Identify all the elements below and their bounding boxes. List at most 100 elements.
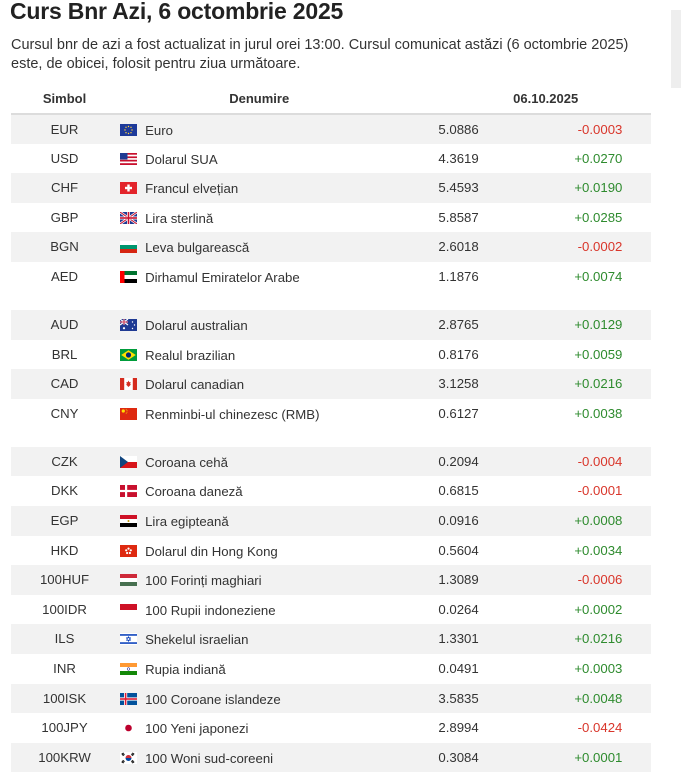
- currency-name-cell: Lira sterlină: [118, 203, 400, 233]
- currency-symbol: EUR: [11, 114, 119, 144]
- rate-cell: 0.8176 +0.0059: [400, 340, 651, 370]
- header-date[interactable]: 06.10.2025: [400, 84, 651, 115]
- rate-cell: 0.2094 -0.0004: [400, 446, 651, 477]
- currency-name: 100 Yeni japonezi: [145, 721, 249, 737]
- currency-name-cell: Euro: [118, 114, 401, 144]
- exchange-rate: 3.5835: [438, 690, 479, 706]
- exchange-rate: 0.6127: [438, 405, 479, 421]
- currency-symbol: ILS: [11, 624, 119, 654]
- currency-name-cell: Lira egipteană: [118, 505, 401, 536]
- currency-symbol: AED: [50, 268, 79, 284]
- currency-symbol: 100KRW: [11, 742, 119, 772]
- currency-name-cell: 100 Yeni japonezi: [118, 713, 400, 743]
- exchange-rate: 0.0491: [438, 660, 479, 676]
- rate-change: -0.0002: [577, 239, 623, 255]
- scrollbar[interactable]: [671, 10, 681, 88]
- ca-flag-icon: [120, 378, 138, 391]
- exchange-rate: 0.8176: [438, 346, 479, 362]
- currency-symbol: INR: [53, 660, 76, 676]
- hk-flag-icon: [120, 544, 138, 557]
- ch-flag-icon: [120, 182, 138, 195]
- currency-symbol: CNY: [50, 405, 79, 421]
- rate-cell: 3.1258 +0.0216: [400, 369, 651, 399]
- cz-flag-icon: [120, 455, 138, 468]
- header-name[interactable]: Denumire: [118, 84, 401, 115]
- rate-cell: 0.6815 -0.0001: [400, 476, 651, 506]
- br-flag-icon: [120, 348, 138, 361]
- table-row: CNY Renminbi-ul chinezesc (RMB) 0.6127 +0.0…: [11, 399, 651, 447]
- currency-symbol: CHF: [11, 173, 119, 203]
- rate-change: +0.0008: [574, 512, 623, 528]
- table-row: BRL Realul brazilian 0.8176 +0.0059: [11, 340, 651, 370]
- rate-change: +0.0048: [574, 690, 623, 706]
- rate-cell: 5.4593 +0.0190: [400, 173, 651, 203]
- table-header-row: Simbol Denumire 06.10.2025: [11, 84, 651, 115]
- table-row: 100IDR 100 Rupii indoneziene 0.0264 +0.0002: [11, 595, 651, 625]
- currency-name-cell: Dirhamul Emiratelor Arabe: [118, 262, 400, 310]
- currency-name-cell: Renminbi-ul chinezesc (RMB): [118, 399, 400, 447]
- rate-cell: 2.8765 +0.0129: [400, 309, 651, 340]
- rate-change: +0.0003: [574, 660, 623, 676]
- currency-name-cell: Dolarul SUA: [118, 144, 400, 174]
- currency-name-cell: Coroana daneză: [118, 476, 400, 506]
- table-row: INR Rupia indiană 0.0491 +0.0003: [11, 654, 651, 684]
- kr-flag-icon: [120, 751, 138, 764]
- exchange-rate: 0.0264: [438, 601, 479, 617]
- exchange-rate: 0.5604: [438, 542, 479, 558]
- table-row: AED Dirhamul Emiratelor Arabe 1.1876 +0.007…: [11, 262, 651, 310]
- exchange-rate: 2.8765: [438, 316, 479, 332]
- exchange-rate-table: Simbol Denumire 06.10.2025 EUR Euro 5.0886…: [11, 84, 651, 772]
- currency-name-cell: Shekelul israelian: [118, 624, 401, 654]
- rate-change: +0.0285: [574, 209, 623, 225]
- exchange-rate: 4.3619: [438, 150, 479, 166]
- currency-name: Renminbi-ul chinezesc (RMB): [145, 406, 320, 422]
- rate-change: +0.0059: [574, 346, 623, 362]
- currency-name-cell: Dolarul canadian: [118, 369, 401, 399]
- table-row: 100HUF 100 Forinți maghiari 1.3089 -0.0006: [11, 565, 651, 595]
- rate-change: -0.0424: [577, 720, 623, 736]
- currency-name-cell: Leva bulgarească: [118, 232, 401, 262]
- rate-change: +0.0038: [574, 405, 623, 421]
- exchange-rate: 5.0886: [438, 122, 479, 137]
- currency-name: Dolarul australian: [145, 317, 248, 333]
- currency-symbol: AUD: [11, 309, 119, 340]
- currency-name: Dirhamul Emiratelor Arabe: [145, 269, 300, 285]
- rate-change: +0.0190: [574, 180, 623, 196]
- currency-name: 100 Forinți maghiari: [145, 573, 262, 589]
- currency-name: Lira sterlină: [145, 210, 214, 226]
- table-row: CAD Dolarul canadian 3.1258 +0.0216: [11, 369, 651, 399]
- rate-cell: 0.0491 +0.0003: [400, 654, 651, 684]
- exchange-rate: 2.6018: [438, 239, 479, 255]
- header-symbol[interactable]: Simbol: [11, 84, 119, 115]
- table-row: DKK Coroana daneză 0.6815 -0.0001: [11, 476, 651, 506]
- gb-flag-icon: [120, 211, 138, 224]
- currency-name: 100 Coroane islandeze: [145, 691, 281, 707]
- currency-symbol: CZK: [11, 446, 119, 477]
- currency-name: Dolarul canadian: [145, 377, 245, 393]
- exchange-rate: 1.3089: [438, 572, 479, 588]
- table-row: BGN Leva bulgarească 2.6018 -0.0002: [11, 232, 651, 262]
- exchange-rate: 1.3301: [438, 631, 479, 647]
- exchange-rate: 0.2094: [438, 453, 479, 469]
- eg-flag-icon: [120, 514, 138, 527]
- currency-name-cell: 100 Forinți maghiari: [118, 565, 401, 595]
- currency-symbol: 100IDR: [42, 601, 87, 617]
- hu-flag-icon: [120, 574, 138, 587]
- rate-change: +0.0001: [574, 749, 623, 765]
- currency-symbol: 100ISK: [11, 683, 119, 714]
- cn-flag-icon: [120, 407, 138, 420]
- currency-name: Euro: [145, 123, 173, 138]
- rate-cell: 2.6018 -0.0002: [400, 232, 651, 262]
- bg-flag-icon: [120, 241, 138, 254]
- currency-name-cell: Dolarul australian: [118, 309, 401, 340]
- table-row: USD Dolarul SUA 4.3619 +0.0270: [11, 144, 651, 174]
- rate-cell: 0.6127 +0.0038: [400, 399, 651, 447]
- rate-cell: 3.5835 +0.0048: [400, 683, 651, 714]
- rate-cell: 0.0916 +0.0008: [400, 505, 651, 536]
- rate-change: -0.0003: [577, 122, 623, 137]
- dk-flag-icon: [120, 485, 138, 498]
- rate-cell: 0.3084 +0.0001: [400, 742, 651, 772]
- currency-symbol: BRL: [51, 346, 78, 362]
- currency-name-cell: Rupia indiană: [118, 654, 400, 684]
- rate-change: +0.0270: [574, 150, 623, 166]
